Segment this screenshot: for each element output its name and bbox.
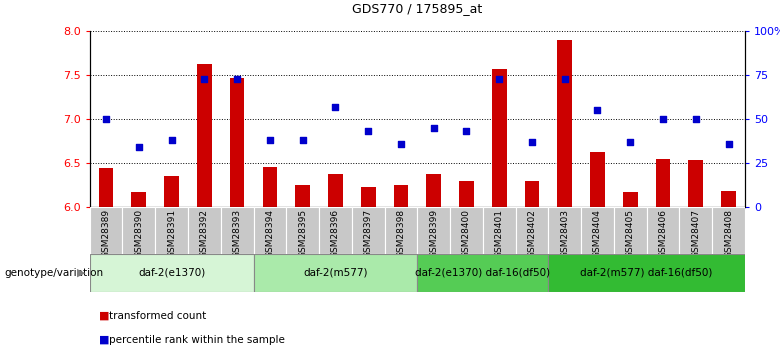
Text: daf-2(e1370) daf-16(df50): daf-2(e1370) daf-16(df50)	[415, 268, 551, 277]
Point	[624, 139, 636, 145]
Point	[296, 137, 309, 143]
Point	[460, 129, 473, 134]
Bar	[712, 207, 745, 254]
Text: GSM28393: GSM28393	[232, 209, 242, 258]
Text: GSM28407: GSM28407	[691, 209, 700, 258]
Bar	[548, 254, 745, 292]
Bar	[394, 185, 408, 207]
Bar	[286, 207, 319, 254]
Point	[264, 137, 276, 143]
Text: GSM28394: GSM28394	[265, 209, 275, 258]
Point	[722, 141, 735, 146]
Bar	[254, 254, 417, 292]
Point	[362, 129, 374, 134]
Bar	[188, 207, 221, 254]
Text: GSM28399: GSM28399	[429, 209, 438, 258]
Text: GSM28401: GSM28401	[495, 209, 504, 258]
Bar	[581, 207, 614, 254]
Text: GSM28408: GSM28408	[724, 209, 733, 258]
Point	[690, 116, 702, 122]
Bar	[99, 168, 113, 207]
Bar	[132, 192, 146, 207]
Text: GSM28406: GSM28406	[658, 209, 668, 258]
Bar	[590, 151, 604, 207]
Point	[558, 76, 571, 81]
Bar	[427, 174, 441, 207]
Text: daf-2(m577): daf-2(m577)	[303, 268, 367, 277]
Point	[133, 145, 145, 150]
Text: GSM28396: GSM28396	[331, 209, 340, 258]
Bar	[656, 159, 670, 207]
Bar	[254, 207, 286, 254]
Bar	[230, 78, 244, 207]
Bar	[679, 207, 712, 254]
Bar	[155, 207, 188, 254]
Text: ■: ■	[99, 311, 109, 321]
Text: GSM28405: GSM28405	[626, 209, 635, 258]
Point	[427, 125, 440, 130]
Text: ▶: ▶	[77, 268, 86, 277]
Bar	[263, 167, 277, 207]
Bar	[459, 181, 473, 207]
Point	[526, 139, 538, 145]
Text: GSM28391: GSM28391	[167, 209, 176, 258]
Bar	[165, 176, 179, 207]
Bar	[483, 207, 516, 254]
Bar	[221, 207, 254, 254]
Bar	[525, 181, 539, 207]
Text: GSM28404: GSM28404	[593, 209, 602, 258]
Text: percentile rank within the sample: percentile rank within the sample	[109, 335, 285, 345]
Text: GSM28390: GSM28390	[134, 209, 144, 258]
Bar	[417, 254, 548, 292]
Point	[657, 116, 669, 122]
Point	[198, 76, 211, 81]
Bar	[558, 40, 572, 207]
Point	[395, 141, 407, 146]
Bar	[614, 207, 647, 254]
Text: GDS770 / 175895_at: GDS770 / 175895_at	[353, 2, 482, 16]
Text: GSM28392: GSM28392	[200, 209, 209, 258]
Bar	[647, 207, 679, 254]
Bar	[492, 69, 506, 207]
Text: GSM28389: GSM28389	[101, 209, 111, 258]
Point	[231, 76, 243, 81]
Bar	[548, 207, 581, 254]
Text: GSM28400: GSM28400	[462, 209, 471, 258]
Point	[165, 137, 178, 143]
Bar	[352, 207, 385, 254]
Text: daf-2(e1370): daf-2(e1370)	[138, 268, 205, 277]
Bar	[122, 207, 155, 254]
Bar	[385, 207, 417, 254]
Bar	[450, 207, 483, 254]
Bar	[516, 207, 548, 254]
Text: ■: ■	[99, 335, 109, 345]
Bar	[361, 187, 375, 207]
Text: GSM28403: GSM28403	[560, 209, 569, 258]
Bar	[197, 65, 211, 207]
Text: daf-2(m577) daf-16(df50): daf-2(m577) daf-16(df50)	[580, 268, 713, 277]
Point	[329, 104, 342, 109]
Point	[493, 76, 505, 81]
Text: genotype/variation: genotype/variation	[4, 268, 103, 277]
Bar	[328, 174, 342, 207]
Text: GSM28402: GSM28402	[527, 209, 537, 258]
Text: GSM28395: GSM28395	[298, 209, 307, 258]
Bar	[689, 160, 703, 207]
Bar	[319, 207, 352, 254]
Bar	[296, 185, 310, 207]
Bar	[623, 192, 637, 207]
Bar	[90, 254, 254, 292]
Text: GSM28398: GSM28398	[396, 209, 406, 258]
Point	[100, 116, 112, 122]
Bar	[722, 191, 736, 207]
Bar	[90, 207, 122, 254]
Point	[591, 108, 604, 113]
Text: GSM28397: GSM28397	[363, 209, 373, 258]
Text: transformed count: transformed count	[109, 311, 207, 321]
Bar	[417, 207, 450, 254]
